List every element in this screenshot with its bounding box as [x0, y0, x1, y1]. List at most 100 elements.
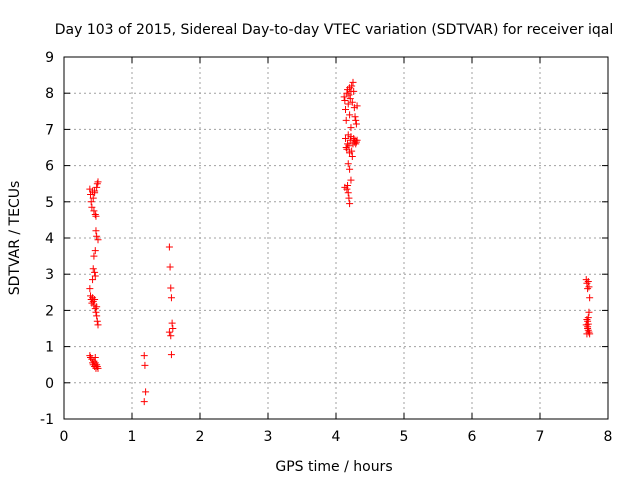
data-point-plus-marker: [352, 138, 360, 146]
y-axis-label: SDTVAR / TECUs: [7, 181, 23, 296]
data-point-plus-marker: [348, 147, 356, 155]
data-point-plus-marker: [343, 145, 351, 153]
x-tick-label: 0: [60, 429, 69, 445]
y-tick-label: 3: [45, 267, 54, 283]
data-point-plus-marker: [342, 105, 350, 113]
data-point-plus-marker: [87, 191, 95, 199]
data-point-plus-marker: [93, 361, 101, 369]
data-point-plus-marker: [92, 212, 100, 220]
x-tick-label: 5: [400, 429, 409, 445]
y-tick-label: 2: [45, 303, 54, 319]
y-tick-label: 5: [45, 195, 54, 211]
data-point-plus-marker: [168, 319, 176, 327]
data-point-plus-marker: [340, 93, 348, 101]
x-tick-label: 1: [128, 429, 137, 445]
chart-title: Day 103 of 2015, Sidereal Day-to-day VTE…: [55, 22, 613, 38]
y-tick-label: 4: [45, 231, 54, 247]
data-point-plus-marker: [583, 330, 591, 338]
data-point-plus-marker: [89, 265, 97, 273]
y-tick-label: 6: [45, 159, 54, 175]
data-point-plus-marker: [90, 357, 98, 365]
y-tick-label: 8: [45, 86, 54, 102]
data-point-plus-marker: [93, 317, 101, 325]
data-point-plus-marker: [350, 134, 358, 142]
data-point-plus-marker: [351, 113, 359, 121]
data-point-plus-marker: [94, 236, 102, 244]
data-point-plus-marker: [345, 142, 353, 150]
y-tick-label: 9: [45, 50, 54, 66]
y-tick-label: 1: [45, 340, 54, 356]
data-point-plus-marker: [348, 153, 356, 161]
data-point-plus-marker: [93, 312, 101, 320]
data-point-plus-marker: [91, 210, 99, 218]
data-point-plus-marker: [585, 308, 593, 316]
data-point-plus-marker: [166, 263, 174, 271]
data-point-plus-marker: [142, 388, 150, 396]
x-tick-labels: 0 1 2 3 4 5 6 7 8: [60, 429, 613, 445]
data-point-plus-marker: [583, 315, 591, 323]
data-point-plus-marker: [167, 351, 175, 359]
data-point-plus-marker: [89, 297, 97, 305]
data-point-plus-marker: [94, 321, 102, 329]
data-point-plus-marker: [167, 332, 175, 340]
data-point-plus-marker: [586, 294, 594, 302]
data-point-plus-marker: [91, 272, 99, 280]
data-point-plus-marker: [93, 363, 101, 371]
data-point-plus-marker: [584, 277, 592, 285]
data-point-plus-marker: [342, 116, 350, 124]
x-axis-label: GPS time / hours: [275, 459, 392, 475]
data-point-plus-marker: [94, 178, 102, 186]
data-point-plus-marker: [86, 352, 94, 360]
y-tick-label: 0: [45, 376, 54, 392]
data-point-plus-marker: [90, 252, 98, 260]
data-points: [86, 78, 594, 406]
data-point-plus-marker: [92, 308, 100, 316]
data-point-plus-marker: [347, 124, 355, 132]
data-point-plus-marker: [86, 285, 94, 293]
data-point-plus-marker: [91, 353, 99, 361]
data-point-plus-marker: [352, 116, 360, 124]
grid-lines: [64, 57, 608, 419]
data-point-plus-marker: [165, 243, 173, 251]
data-point-plus-marker: [584, 320, 592, 328]
data-point-plus-marker: [91, 305, 99, 313]
plot-frame: [63, 56, 609, 420]
data-point-plus-marker: [167, 284, 175, 292]
data-point-plus-marker: [583, 279, 591, 287]
data-point-plus-marker: [341, 96, 349, 104]
data-point-plus-marker: [89, 194, 97, 202]
data-point-plus-marker: [344, 189, 352, 197]
x-tick-label: 7: [536, 429, 545, 445]
x-tick-label: 6: [468, 429, 477, 445]
y-tick-label: -1: [40, 412, 54, 428]
data-point-plus-marker: [93, 183, 101, 191]
data-point-plus-marker: [585, 283, 593, 291]
data-point-plus-marker: [347, 176, 355, 184]
data-point-plus-marker: [348, 98, 356, 106]
data-point-plus-marker: [346, 165, 354, 173]
data-point-plus-marker: [348, 82, 356, 90]
data-point-plus-marker: [141, 361, 149, 369]
data-point-plus-marker: [584, 314, 592, 322]
data-point-plus-marker: [352, 120, 360, 128]
y-tick-label: 7: [45, 122, 54, 138]
data-point-plus-marker: [345, 91, 353, 99]
data-point-plus-marker: [341, 183, 349, 191]
data-point-plus-marker: [342, 134, 350, 142]
data-point-plus-marker: [584, 285, 592, 293]
data-point-plus-marker: [165, 328, 173, 336]
data-point-plus-marker: [91, 296, 99, 304]
data-point-plus-marker: [93, 303, 101, 311]
data-point-plus-marker: [92, 227, 100, 235]
data-point-plus-marker: [94, 364, 102, 372]
data-point-plus-marker: [91, 187, 99, 195]
data-point-plus-marker: [169, 325, 177, 332]
data-point-plus-marker: [91, 268, 99, 276]
x-tick-label: 4: [332, 429, 341, 445]
data-point-plus-marker: [353, 102, 361, 110]
data-point-plus-marker: [584, 326, 592, 334]
data-point-plus-marker: [140, 398, 148, 406]
data-point-plus-marker: [345, 194, 353, 202]
